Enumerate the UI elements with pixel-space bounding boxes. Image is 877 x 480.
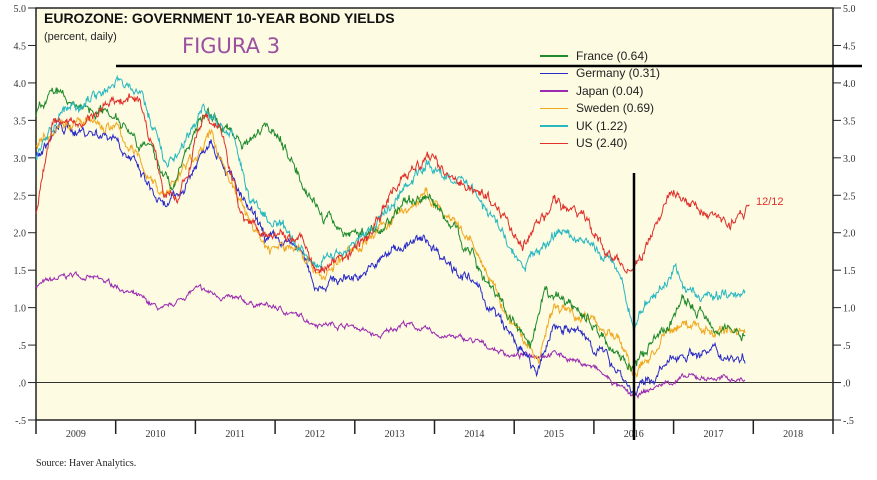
- y-tick-label-right: .0: [843, 379, 851, 390]
- x-tick-label: 2015: [544, 429, 564, 440]
- legend-label: Germany (0.31): [576, 66, 661, 81]
- plot-area: [35, 7, 834, 421]
- y-tick-label-right: 3.5: [843, 116, 856, 127]
- y-tick-label-right: 2.0: [843, 229, 856, 240]
- legend-swatch: [540, 90, 568, 92]
- legend-item: Germany (0.31): [540, 65, 660, 83]
- y-tick-label-left: .5: [19, 341, 27, 352]
- end-date-label: 12/12: [756, 196, 784, 208]
- y-tick-label-right: -.5: [843, 416, 854, 427]
- legend-swatch: [540, 125, 568, 127]
- chart-title: EUROZONE: GOVERNMENT 10-YEAR BOND YIELDS: [44, 10, 395, 26]
- legend-label: UK (1.22): [576, 118, 628, 133]
- x-tick-label: 2010: [146, 429, 166, 440]
- series-line-us: [35, 93, 750, 275]
- y-tick-label-left: 4.0: [14, 79, 27, 90]
- chart-subtitle: (percent, daily): [44, 31, 117, 43]
- legend-swatch: [540, 55, 568, 57]
- legend-item: Japan (0.04): [540, 82, 660, 100]
- x-tick-label: 2013: [385, 429, 405, 440]
- series-line-uk: [35, 74, 746, 333]
- y-tick-label-right: 2.5: [843, 191, 856, 202]
- y-tick-label-left: 1.5: [14, 266, 27, 277]
- y-tick-label-left: 2.5: [14, 191, 27, 202]
- legend-item: US (2.40): [540, 135, 660, 153]
- legend-item: Sweden (0.69): [540, 100, 660, 118]
- legend-swatch: [540, 107, 568, 109]
- legend-label: Japan (0.04): [576, 83, 644, 98]
- y-tick-label-right: .5: [843, 341, 851, 352]
- x-tick-label: 2017: [703, 429, 723, 440]
- legend-item: UK (1.22): [540, 117, 660, 135]
- figure-annotation: FIGURA 3: [182, 34, 281, 58]
- legend-swatch: [540, 72, 568, 74]
- x-tick-label: 2009: [66, 429, 86, 440]
- legend: France (0.64) Germany (0.31) Japan (0.04) S…: [540, 47, 660, 152]
- x-tick-label: 2018: [783, 429, 803, 440]
- x-tick-label: 2012: [305, 429, 325, 440]
- y-tick-label-right: 4.5: [843, 41, 856, 52]
- y-tick-label-right: 1.0: [843, 304, 856, 315]
- y-tick-label-right: 4.0: [843, 79, 856, 90]
- source-note: Source: Haver Analytics.: [36, 458, 137, 469]
- y-tick-label-right: 1.5: [843, 266, 856, 277]
- series-line-france: [35, 87, 746, 372]
- legend-swatch: [540, 142, 568, 144]
- legend-label: US (2.40): [576, 136, 628, 151]
- legend-label: Sweden (0.69): [576, 101, 655, 116]
- y-tick-label-left: -.5: [15, 416, 26, 427]
- series-line-japan: [35, 271, 746, 399]
- x-tick-label: 2014: [464, 429, 484, 440]
- y-tick-label-left: 1.0: [14, 304, 27, 315]
- series-line-germany: [35, 121, 746, 396]
- y-tick-label-right: 5.0: [843, 4, 856, 15]
- y-tick-label-right: 3.0: [843, 154, 856, 165]
- legend-label: France (0.64): [576, 48, 649, 63]
- y-tick-label-left: 5.0: [14, 4, 27, 15]
- series-line-sweden: [35, 115, 746, 378]
- x-tick-label: 2011: [225, 429, 245, 440]
- y-tick-label-left: 3.5: [14, 116, 27, 127]
- y-tick-label-left: 3.0: [14, 154, 27, 165]
- y-tick-label-left: 4.5: [14, 41, 27, 52]
- legend-item: France (0.64): [540, 47, 660, 65]
- y-tick-label-left: 2.0: [14, 229, 27, 240]
- y-tick-label-left: .0: [19, 379, 27, 390]
